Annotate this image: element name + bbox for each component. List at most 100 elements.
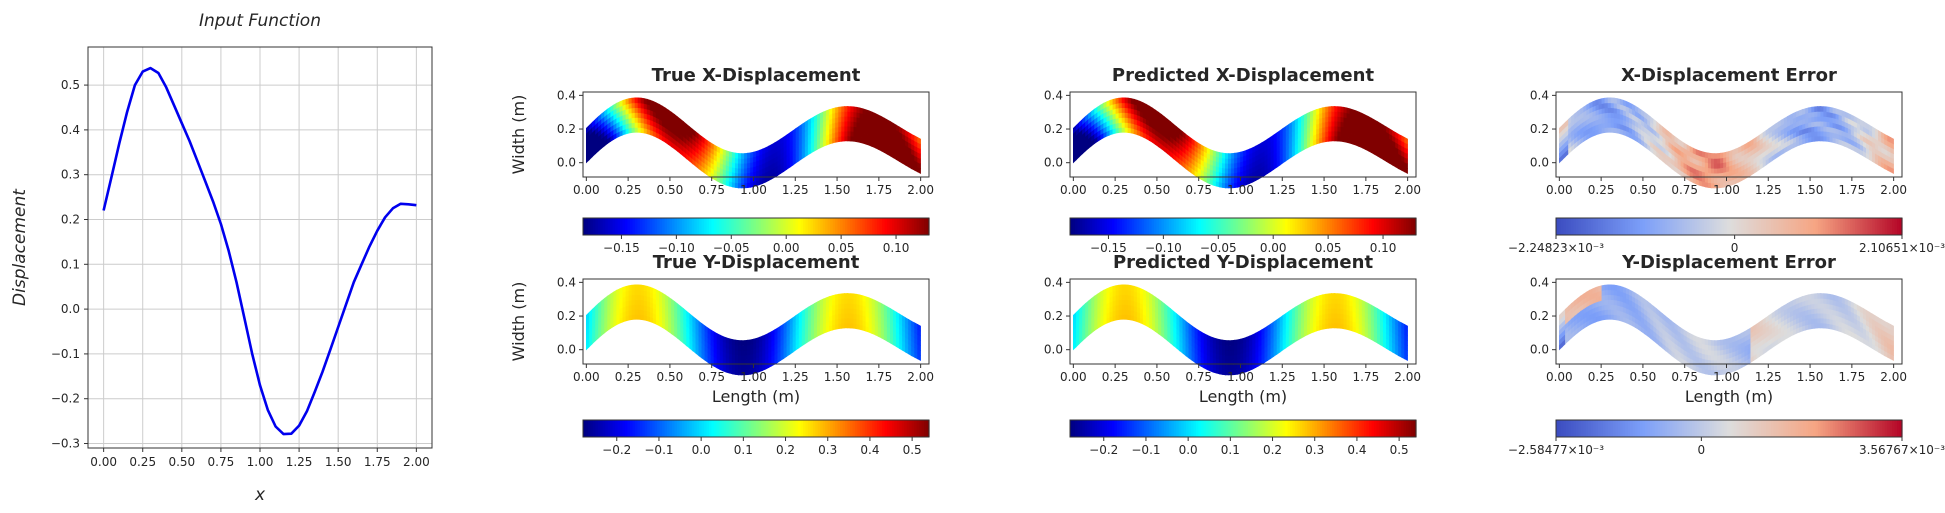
colorbar-segment [854,218,858,235]
colorbar-segment [909,218,913,235]
x-axis-label: Length (m) [1199,387,1287,406]
field-cell [1340,126,1345,133]
colorbar-segment [587,218,592,235]
field-cell [643,98,648,105]
field-cell [1231,339,1235,346]
field-cell [1237,348,1241,355]
field-cell [1726,150,1730,158]
field-cell [628,294,633,301]
field-cell [1604,309,1609,316]
field-cell [1601,299,1606,306]
field-cell [740,162,745,169]
field-cell [859,107,864,114]
field-cell [1127,107,1132,114]
field-cell [1826,116,1831,123]
field-cell [1735,147,1739,155]
field-cell [640,102,645,109]
field-cell [1598,98,1603,105]
field-cell [1717,162,1721,169]
field-cell [1115,314,1120,321]
field-cell [868,110,873,118]
field-cell [1209,336,1214,344]
field-cell [1841,110,1846,118]
field-cell [1115,309,1120,316]
field-cell [1808,111,1812,119]
y-tick-label: 0.3 [61,168,80,182]
colorbar-tick-label: 0.1 [734,443,753,457]
field-cell [649,286,654,294]
field-cell [740,168,745,174]
field-cell [1692,147,1697,155]
field-cell [1121,97,1126,104]
field-cell [1121,304,1126,310]
field-cell [856,121,861,128]
field-cell [847,302,852,309]
y-tick-label: −0.2 [51,392,80,406]
field-cell [1711,153,1715,159]
field-cell [1592,286,1597,295]
field-cell [619,286,624,295]
field-cell [838,308,842,315]
field-cell [832,294,836,301]
colorbar-tick-label: 0.3 [818,443,837,457]
x-tick-label: 0.25 [1102,370,1129,384]
field-cell [844,307,849,314]
field-cell [847,106,852,112]
x-tick-label: 0.75 [698,183,725,197]
field-cell [1604,97,1609,104]
field-cell [634,284,639,291]
field-cell [747,344,751,351]
field-cell [744,167,748,174]
field-cell [1124,289,1129,296]
field-cell [1222,167,1226,174]
field-cell [1319,294,1323,301]
y-tick-label: 0.0 [1044,156,1063,170]
field-cell [1234,152,1238,159]
field-cell [868,297,873,305]
colorbar-segment [763,218,767,235]
colorbar-segment [815,218,819,235]
field-cell [637,127,642,133]
colorbar-segment [620,218,624,235]
field-cell [628,314,633,321]
x-tick-label: 0.50 [1630,183,1657,197]
field-cell [725,337,730,345]
colorbar-tick-label: 0.5 [1390,443,1409,457]
field-cell [740,354,745,361]
field-cell [1234,162,1238,169]
colorbar-segment [862,218,866,235]
field-cell [631,112,636,119]
colorbar-segment [852,218,856,235]
field-cell [1811,131,1815,138]
field-cell [850,303,855,309]
colorbar-segment [911,218,915,235]
field-cell [1334,322,1338,329]
field-cell [844,312,849,319]
field-cell [838,293,842,300]
field-cell [1598,285,1603,292]
field-cell [762,334,766,342]
field-cell [847,312,852,319]
field-cell [1334,106,1338,112]
field-cell [832,107,836,114]
field-cell [1115,122,1120,129]
field-cell [1334,120,1338,127]
field-cell [637,107,642,114]
field-cell [1206,334,1211,342]
field-cell [1717,167,1721,174]
field-cell [1228,158,1232,164]
field-cell [731,181,736,188]
field-cell [1249,334,1253,342]
field-cell [1610,314,1615,320]
field-cell [1738,145,1742,154]
field-cell [731,348,736,356]
field-cell [640,304,645,311]
field-cell [1115,289,1120,296]
colorbar-segment [592,218,596,235]
field-cell [917,136,921,145]
field-cell [1607,112,1612,118]
series-line-input [102,66,417,436]
field-cell [1325,121,1329,128]
colorbar-segment [625,218,629,235]
field-cell [1115,127,1120,134]
